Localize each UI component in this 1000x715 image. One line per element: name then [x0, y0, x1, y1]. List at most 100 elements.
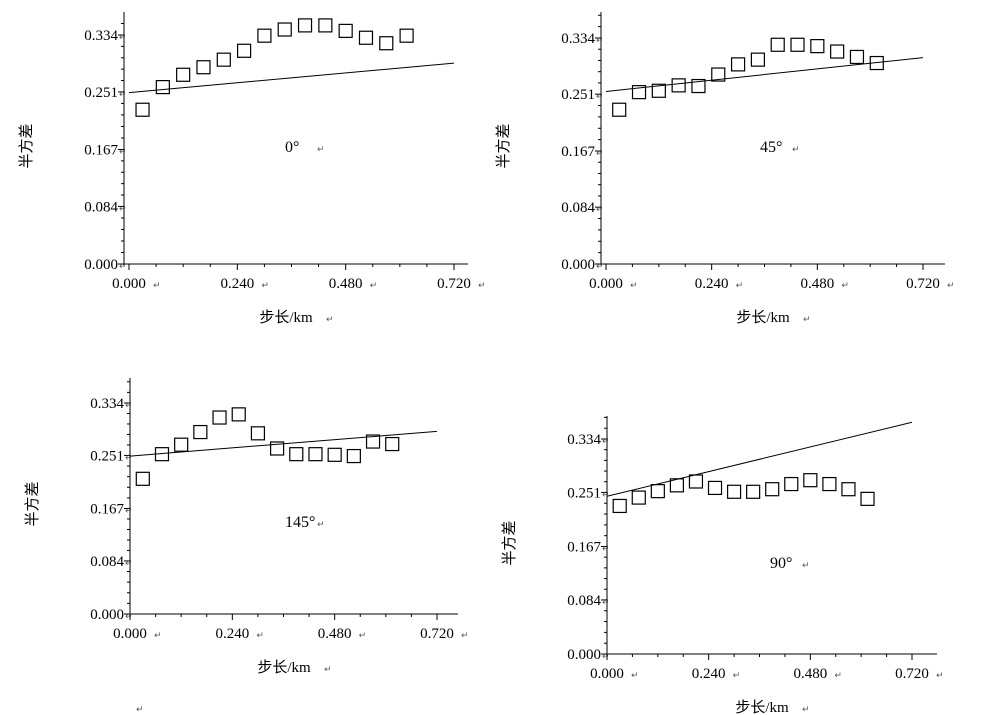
return-mark: ↵: [802, 705, 810, 715]
y-axis-title: 半方差: [501, 520, 518, 565]
return-mark: ↵: [359, 631, 367, 641]
y-tick-label: 0.334: [90, 396, 124, 412]
data-point: [750, 52, 765, 67]
data-point: [212, 410, 227, 425]
return-mark: ↵: [596, 36, 604, 46]
return-mark: ↵: [461, 631, 469, 641]
data-point: [765, 482, 780, 497]
x-tick-label: 0.240: [215, 626, 249, 642]
data-point: [746, 484, 761, 499]
y-tick-label: 0.167: [90, 502, 124, 518]
y-tick-label: 0.000: [561, 257, 595, 273]
return-mark: ↵: [936, 671, 944, 681]
x-axis-title: 步长/km: [259, 309, 313, 326]
return-mark: ↵: [370, 281, 378, 291]
return-mark: ↵: [125, 559, 133, 569]
return-mark: ↵: [596, 205, 604, 215]
data-point: [770, 37, 785, 52]
x-axis-title: 步长/km: [735, 699, 789, 715]
return-mark: ↵: [317, 520, 325, 530]
return-mark: ↵: [803, 315, 811, 325]
fit-line: [128, 62, 455, 94]
data-point: [631, 85, 647, 100]
data-point: [730, 57, 746, 72]
y-tick-label: 0.084: [90, 554, 124, 570]
data-point: [154, 447, 170, 462]
return-mark: ↵: [596, 92, 604, 102]
data-point: [308, 447, 323, 462]
data-point: [810, 39, 825, 54]
data-point: [707, 480, 723, 496]
direction-angle-label: 90°: [770, 555, 792, 572]
return-mark: ↵: [256, 631, 264, 641]
panel-145deg: 0.000 ↵0.084 ↵0.167 ↵0.251 ↵0.334 ↵0.000 ↵ 0.24…: [24, 378, 469, 676]
data-point: [671, 78, 686, 93]
return-mark: ↵: [596, 262, 604, 272]
panel-0deg: 0.000 ↵0.084 ↵0.167 ↵0.251 ↵0.334 ↵0.000 ↵ 0.24…: [18, 12, 486, 326]
y-tick-label: 0.000: [567, 647, 601, 663]
data-point: [365, 434, 381, 449]
x-tick-label: 0.000: [589, 276, 623, 292]
y-tick-label: 0.167: [561, 144, 595, 160]
data-point: [196, 60, 211, 75]
return-mark: ↵: [947, 281, 955, 291]
data-point: [216, 52, 231, 67]
fit-line: [606, 421, 913, 497]
x-tick-label: 0.240: [692, 666, 726, 682]
y-tick-label: 0.334: [567, 432, 601, 448]
data-point: [849, 49, 865, 65]
return-mark: ↵: [478, 281, 486, 291]
data-point: [358, 30, 374, 45]
data-point: [612, 498, 627, 514]
x-tick-label: 0.720: [895, 666, 929, 682]
return-mark: ↵: [324, 665, 332, 675]
x-tick-label: 0.480: [793, 666, 827, 682]
data-point: [174, 437, 189, 452]
return-mark: ↵: [326, 315, 334, 325]
return-mark: ↵: [602, 437, 610, 447]
data-point: [237, 43, 252, 58]
return-mark: ↵: [733, 671, 741, 681]
data-point: [822, 476, 837, 492]
data-point: [155, 80, 170, 95]
y-tick-label: 0.334: [84, 28, 118, 44]
data-point: [803, 473, 818, 488]
y-tick-label: 0.167: [84, 143, 118, 159]
y-tick-label: 0.167: [567, 540, 601, 556]
return-mark: ↵: [119, 204, 127, 214]
x-tick-label: 0.480: [800, 276, 834, 292]
data-point: [830, 44, 845, 59]
data-point: [379, 36, 394, 51]
x-tick-label: 0.240: [220, 276, 254, 292]
data-point: [691, 78, 706, 94]
return-mark: ↵: [119, 90, 127, 100]
direction-angle-label: 45°: [760, 139, 782, 156]
x-axis-title: 步长/km: [736, 309, 790, 326]
data-point: [860, 491, 875, 506]
data-point: [270, 441, 285, 456]
return-mark: ↵: [119, 33, 127, 43]
y-tick-label: 0.084: [84, 199, 118, 215]
y-axis-title: 半方差: [18, 123, 35, 168]
y-tick-label: 0.000: [90, 607, 124, 623]
return-mark: ↵: [802, 561, 810, 571]
data-point: [257, 28, 272, 43]
return-mark: ↵: [125, 453, 133, 463]
return-mark: ↵: [602, 490, 610, 500]
data-point: [711, 67, 726, 82]
return-mark: ↵: [841, 281, 849, 291]
x-tick-label: 0.000: [113, 626, 147, 642]
data-point: [650, 484, 665, 499]
data-point: [176, 67, 191, 82]
panel-45deg: 0.000 ↵0.084 ↵0.167 ↵0.251 ↵0.334 ↵0.000 ↵ 0.24…: [495, 12, 955, 326]
direction-angle-label: 0°: [285, 139, 299, 156]
data-point: [193, 424, 208, 440]
return-mark: ↵: [261, 281, 269, 291]
data-point: [669, 478, 684, 493]
data-point: [289, 447, 304, 462]
return-mark: ↵: [630, 281, 638, 291]
return-mark: ↵: [602, 652, 610, 662]
data-point: [135, 471, 150, 486]
y-axis-title: 半方差: [495, 123, 512, 168]
